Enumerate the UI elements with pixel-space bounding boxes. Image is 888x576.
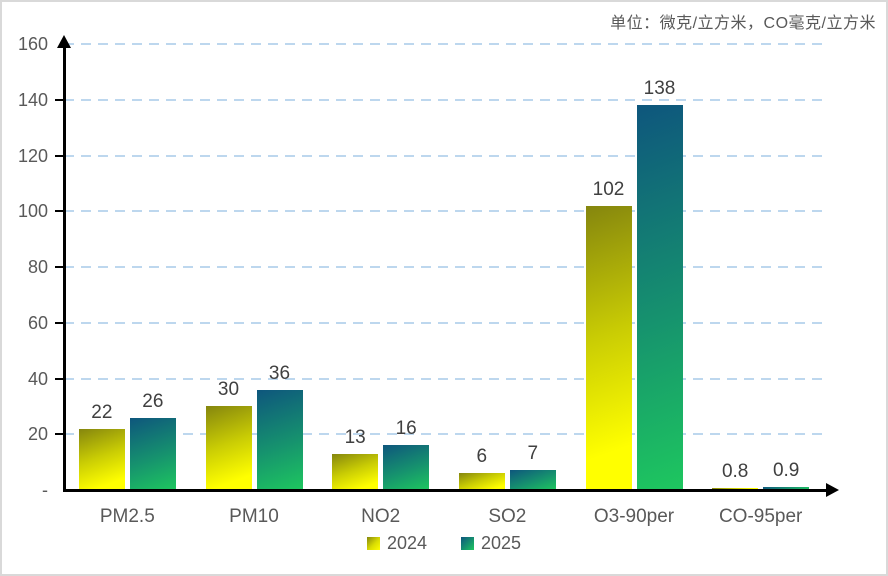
gridline-80 [64,266,824,268]
y-tick-mark-20 [55,433,64,436]
bar-2025-CO-95per [763,487,810,490]
gridline-140 [64,98,824,101]
gridline-100 [64,210,824,213]
value-label-2025-O3-90per: 138 [643,78,676,100]
y-tick-mark-120 [55,154,64,157]
legend-item-2024: 2024 [366,533,427,554]
value-label-2024-CO-95per: 0.8 [721,460,749,482]
y-tick-label-60: 60 [27,312,48,333]
y-axis-arrow-icon [57,35,71,48]
y-tick-label-0: - [42,480,48,500]
y-tick-mark-140 [55,98,64,101]
y-tick-label-140: 140 [17,89,48,110]
chart-unit-title: 单位：微克/立方米，CO毫克/立方米 [610,15,876,32]
x-category-label-CO-95per: CO-95per [718,506,803,527]
y-tick-label-120: 120 [17,145,48,166]
y-tick-mark-100 [55,210,64,213]
value-label-2024-NO2: 13 [344,426,366,448]
x-category-label-O3-90per: O3-90per [593,506,675,527]
value-label-2025-SO2: 7 [527,443,539,465]
bar-2025-PM10 [256,389,303,490]
gridline-40 [64,377,824,380]
value-label-2025-PM2.5: 26 [142,390,164,412]
bar-2024-PM2.5 [78,428,125,490]
x-category-label-PM10: PM10 [229,506,279,527]
bar-2024-NO2 [332,453,379,490]
legend: 2024 2025 [2,533,886,554]
legend-label-2025: 2025 [481,533,522,553]
x-axis-arrow-icon [826,483,839,497]
gridline-160 [64,43,824,45]
gridline-120 [64,154,824,157]
y-tick-mark-80 [55,266,64,268]
legend-swatch-2024 [366,537,380,550]
y-tick-label-40: 40 [27,368,48,389]
y-tick-label-20: 20 [27,424,48,445]
x-category-label-NO2: NO2 [361,506,401,527]
x-category-label-SO2: SO2 [488,506,527,527]
bar-2024-O3-90per [585,205,632,490]
y-tick-mark-40 [55,377,64,380]
y-tick-mark-60 [55,321,64,324]
gridline-20 [64,433,824,436]
legend-item-2025: 2025 [461,533,521,554]
bar-2025-PM2.5 [129,417,176,490]
bar-2024-CO-95per [712,487,759,490]
y-tick-label-100: 100 [17,201,48,222]
y-tick-label-80: 80 [27,257,48,277]
value-label-2025-NO2: 16 [395,418,417,440]
x-category-label-PM2.5: PM2.5 [99,506,155,527]
value-label-2024-SO2: 6 [476,446,488,468]
y-axis-line [63,46,66,492]
bar-2024-PM10 [205,406,252,490]
gridline-60 [64,321,824,324]
value-label-2025-PM10: 36 [268,362,291,384]
bar-2025-SO2 [509,470,556,490]
value-label-2025-CO-95per: 0.9 [772,460,800,482]
value-label-2024-PM10: 30 [217,379,240,401]
legend-label-2024: 2024 [386,533,427,553]
value-label-2024-PM2.5: 22 [91,401,113,423]
legend-swatch-2025 [461,537,474,550]
x-axis-line [63,489,826,492]
y-tick-label-160: 160 [17,34,48,54]
value-label-2024-O3-90per: 102 [592,178,625,200]
bar-2024-SO2 [458,473,505,490]
bar-2025-O3-90per [636,105,683,490]
bar-2025-NO2 [383,445,430,490]
